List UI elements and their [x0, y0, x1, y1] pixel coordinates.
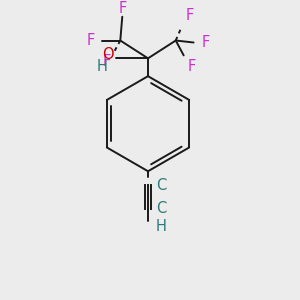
Text: F: F — [188, 59, 196, 74]
Text: F: F — [201, 35, 210, 50]
Text: F: F — [102, 54, 110, 69]
Text: H: H — [97, 59, 108, 74]
Text: C: C — [156, 201, 166, 216]
Text: H: H — [156, 219, 167, 234]
Text: F: F — [185, 8, 194, 23]
Text: F: F — [118, 1, 126, 16]
Text: O: O — [103, 47, 114, 62]
Text: F: F — [86, 33, 95, 48]
Text: C: C — [156, 178, 166, 193]
